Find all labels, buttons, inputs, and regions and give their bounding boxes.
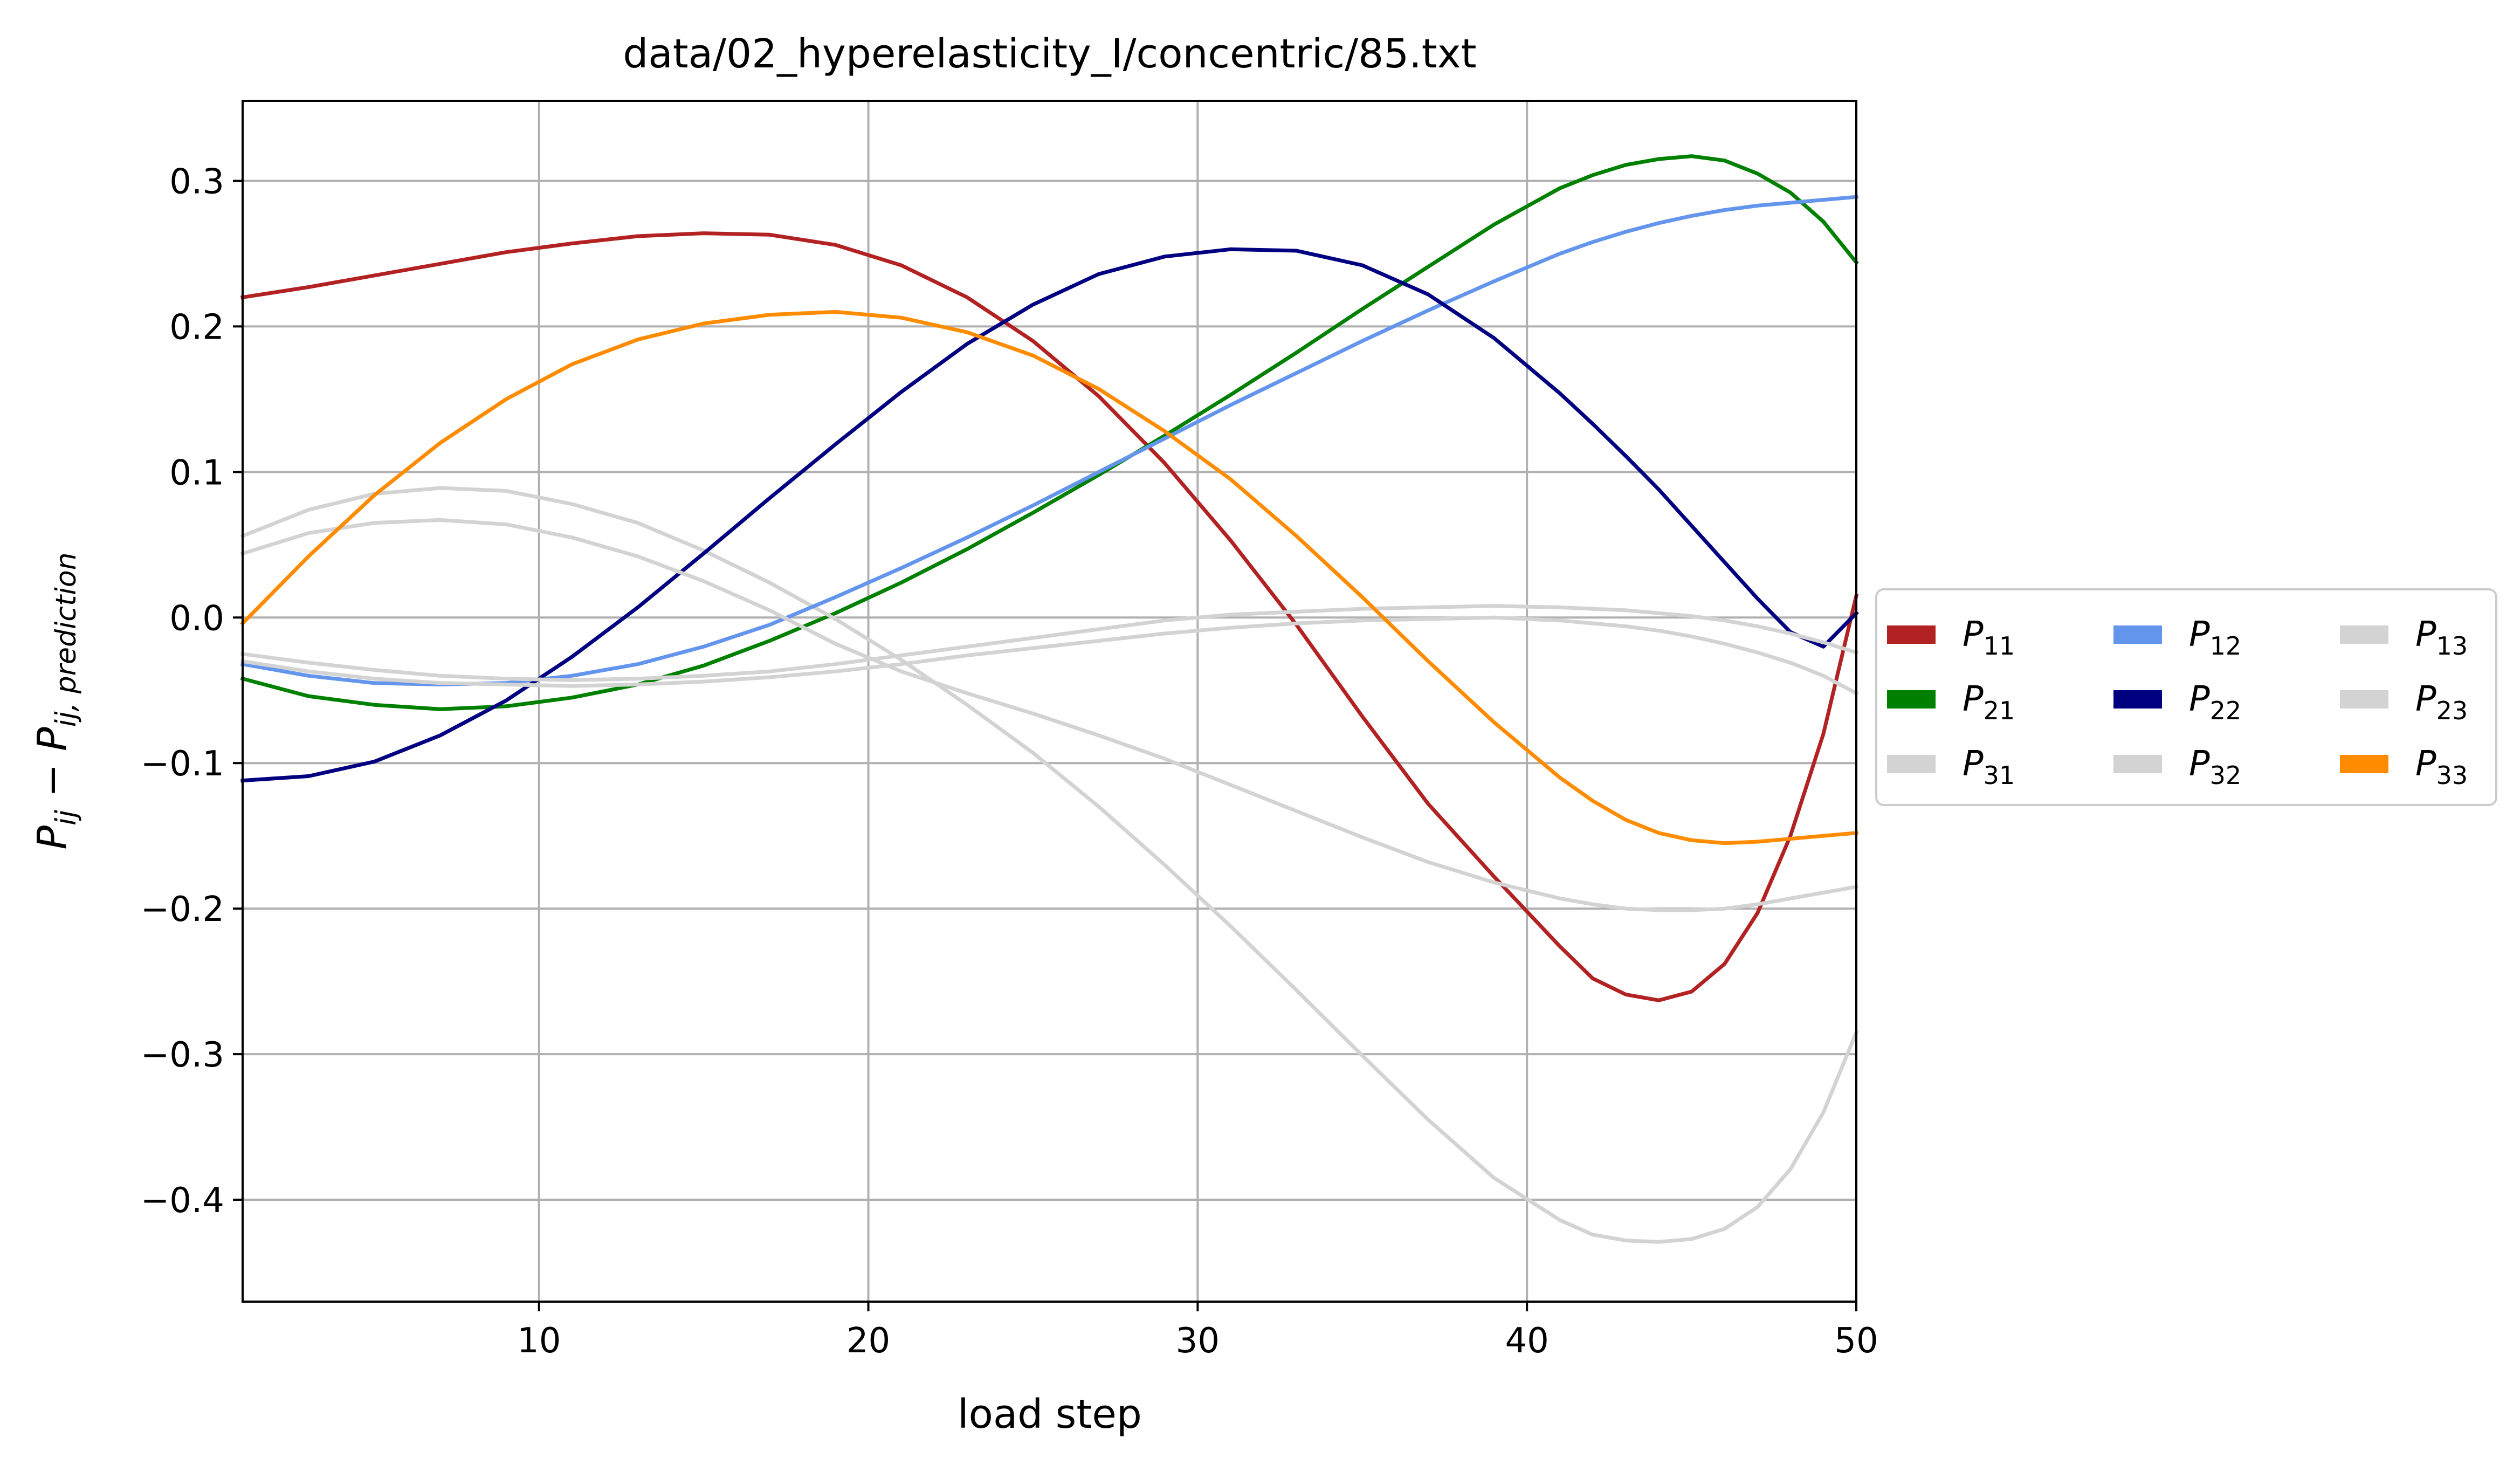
series-line-p11 xyxy=(240,231,1859,1002)
legend-swatch-p11 xyxy=(1887,625,1936,644)
grid xyxy=(243,101,1857,1302)
series-line-p21 xyxy=(240,154,1859,711)
legend-label-p13: P13 xyxy=(2415,615,2468,661)
legend: P11 P21 P31 P12 P22 P32 P13 P23 P33 xyxy=(1875,588,2497,806)
y-axis-label-minus: − xyxy=(29,751,75,810)
y-tick-label: 0.1 xyxy=(169,453,224,493)
legend-label-p32: P32 xyxy=(2189,744,2241,790)
x-axis-label: load step xyxy=(958,1391,1142,1438)
legend-swatch-p22 xyxy=(2113,690,2162,709)
series-line-p23 xyxy=(240,615,1859,696)
series-line-p22 xyxy=(240,247,1859,783)
legend-label-p23: P23 xyxy=(2415,679,2468,725)
y-tick-label: 0.0 xyxy=(169,599,224,638)
y-tick-label: −0.1 xyxy=(141,744,224,784)
x-tick-label: 40 xyxy=(1505,1321,1548,1361)
y-axis-label: Pij − Pij, prediction xyxy=(29,552,82,849)
legend-swatch-p32 xyxy=(2113,755,2162,773)
chart-title: data/02_hyperelasticity_I/concentric/85.… xyxy=(623,31,1476,77)
axis-ticks: 10 20 30 40 50 −0.4 −0.3 −0.2 −0.1 0.0 0.1 0.2 0.3 xyxy=(141,162,1878,1361)
legend-label-p33: P33 xyxy=(2415,744,2468,790)
series-line-p31 xyxy=(240,486,1859,1244)
x-tick-label: 10 xyxy=(517,1321,561,1361)
legend-label-p21: P21 xyxy=(1963,679,2015,725)
y-axis-label-main-2: P xyxy=(29,727,75,751)
legend-swatch-p31 xyxy=(1887,755,1936,773)
legend-label-p12: P12 xyxy=(2189,615,2241,661)
series-line-p32 xyxy=(240,518,1859,912)
x-tick-label: 50 xyxy=(1834,1321,1878,1361)
series-line-p12 xyxy=(240,195,1858,686)
legend-swatch-p23 xyxy=(2340,690,2388,709)
plot-frame xyxy=(242,100,1857,1303)
x-tick-label: 20 xyxy=(846,1321,890,1361)
y-tick-label: −0.2 xyxy=(141,890,224,930)
y-tick-label: −0.4 xyxy=(141,1181,224,1221)
legend-swatch-p12 xyxy=(2113,625,2162,644)
legend-label-p11: P11 xyxy=(1963,615,2015,661)
legend-swatch-p13 xyxy=(2340,625,2388,644)
y-axis-label-sub2: ij, prediction xyxy=(50,552,82,727)
y-tick-label: 0.3 xyxy=(169,162,224,202)
y-axis-label-sub1: ij xyxy=(50,810,82,826)
series-line-p13 xyxy=(240,604,1859,682)
y-tick-label: −0.3 xyxy=(141,1035,224,1075)
legend-label-p31: P31 xyxy=(1963,744,2015,790)
x-tick-label: 30 xyxy=(1176,1321,1220,1361)
series-line-p33 xyxy=(240,309,1858,845)
legend-label-p22: P22 xyxy=(2189,679,2241,725)
y-axis-label-main: P xyxy=(29,826,75,850)
y-tick-label: 0.2 xyxy=(169,307,224,347)
plot-lines xyxy=(240,154,1859,1244)
legend-swatch-p33 xyxy=(2340,755,2388,773)
legend-swatch-p21 xyxy=(1887,690,1936,709)
